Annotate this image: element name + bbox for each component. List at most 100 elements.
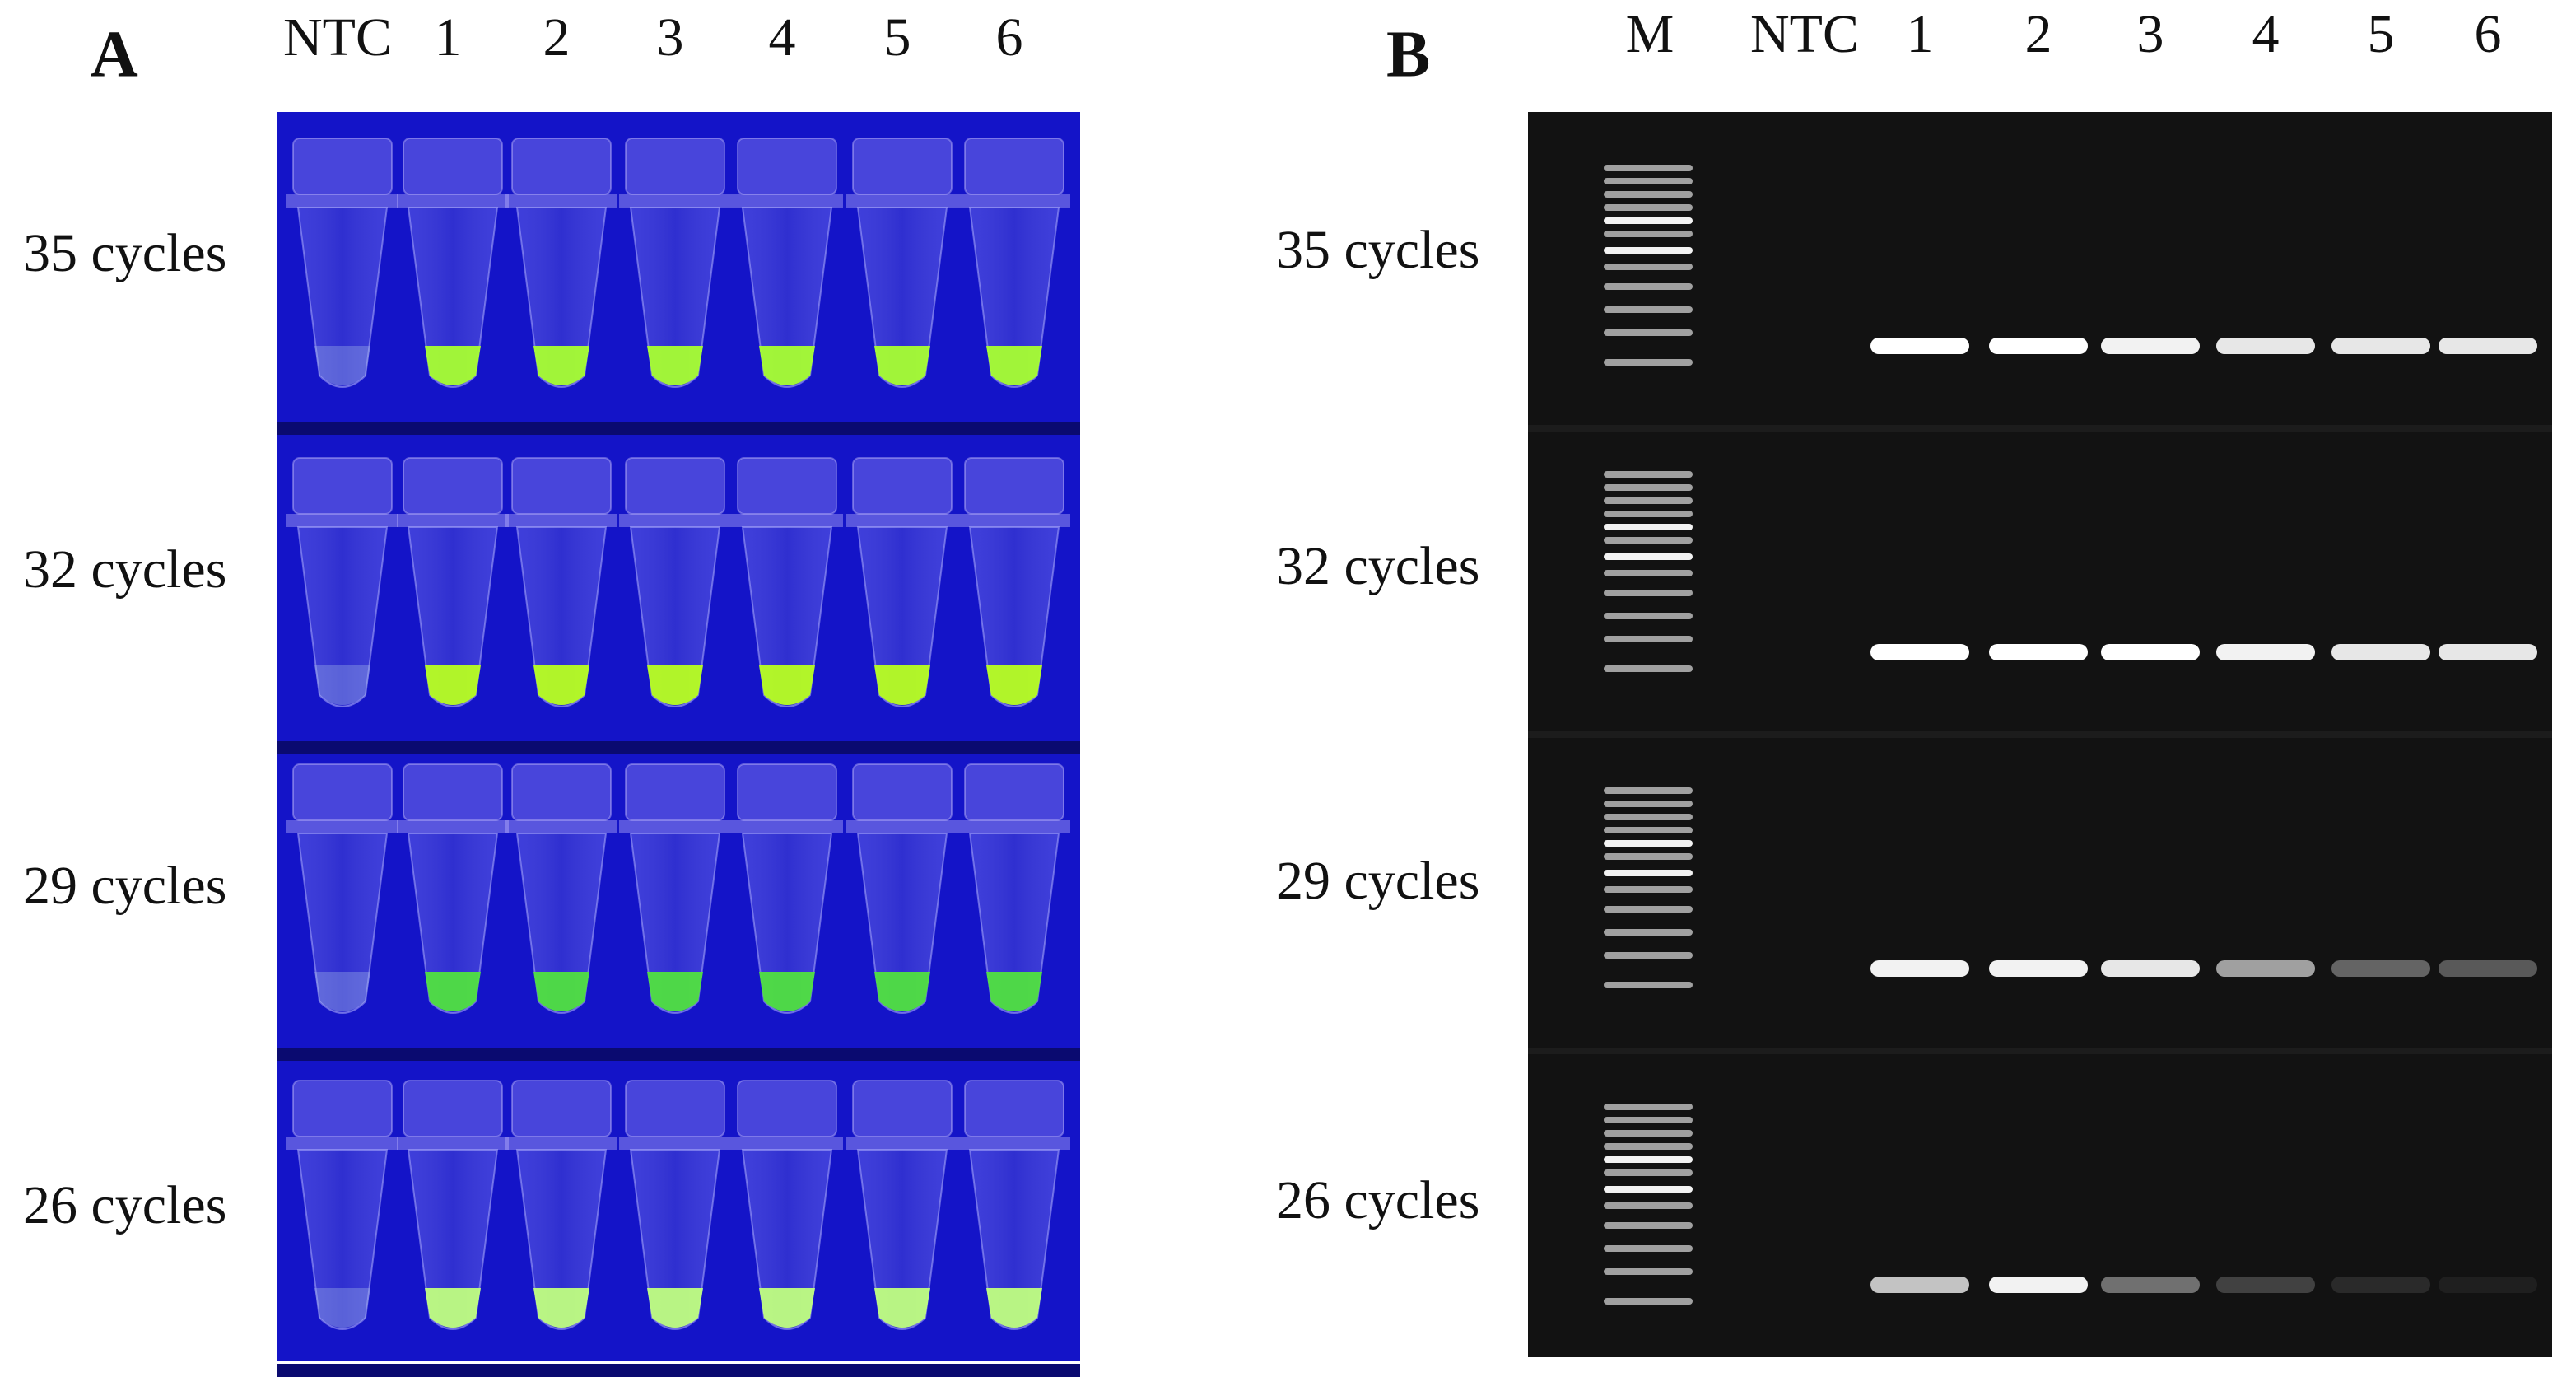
tube-liquid	[533, 346, 589, 385]
ladder-band	[1604, 1202, 1693, 1209]
ladder-band	[1604, 982, 1693, 988]
ladder-band	[1604, 553, 1693, 560]
ladder-band	[1604, 537, 1693, 544]
ladder-band	[1604, 329, 1693, 336]
ladder-band	[1604, 814, 1693, 820]
tube-body	[407, 833, 499, 1014]
tube-rim	[731, 1137, 843, 1150]
tube-body	[296, 1149, 389, 1330]
pcr-band	[2439, 960, 2537, 977]
ladder-band	[1604, 511, 1693, 517]
ladder-band	[1604, 906, 1693, 913]
ladder-band	[1604, 1117, 1693, 1123]
ladder-band	[1604, 801, 1693, 807]
tube-cap	[625, 138, 725, 195]
tube-rim	[397, 820, 509, 833]
ladder-band	[1604, 204, 1693, 211]
column-label: 4	[769, 7, 796, 68]
tube-cap	[852, 457, 953, 515]
tube-rim	[286, 820, 398, 833]
column-label: NTC	[283, 7, 392, 68]
ladder-band	[1604, 497, 1693, 504]
column-label: 1	[1907, 4, 1934, 64]
tube-cap	[403, 457, 503, 515]
tube-rim	[397, 514, 509, 527]
column-label: 1	[435, 7, 462, 68]
ladder-band	[1604, 570, 1693, 576]
tube-body	[629, 207, 721, 388]
tube-body	[296, 833, 389, 1014]
tube-liquid	[874, 665, 930, 705]
ladder-band	[1604, 886, 1693, 893]
tube-rim	[286, 1137, 398, 1150]
ladder-band	[1604, 165, 1693, 171]
tube-cap	[403, 763, 503, 821]
tube-cap	[737, 138, 837, 195]
tube-cap	[625, 763, 725, 821]
tube-liquid	[759, 972, 815, 1011]
tube-liquid	[314, 346, 370, 385]
ladder-band	[1604, 613, 1693, 619]
row-label: 35 cycles	[23, 223, 226, 283]
tube-liquid	[759, 665, 815, 705]
ladder-band	[1604, 484, 1693, 491]
ladder-band	[1604, 1268, 1693, 1275]
tube-cap	[737, 763, 837, 821]
tube-rim	[958, 1137, 1070, 1150]
pcr-band	[1870, 1277, 1969, 1293]
tube-liquid	[647, 665, 703, 705]
tube-body	[856, 526, 948, 707]
tube-body	[629, 833, 721, 1014]
tube-cap	[403, 1080, 503, 1137]
ladder-band	[1604, 359, 1693, 366]
ladder-band	[1604, 178, 1693, 184]
tube-liquid	[533, 972, 589, 1011]
tube-body	[407, 207, 499, 388]
column-label: 3	[2137, 4, 2164, 64]
ladder-band	[1604, 590, 1693, 596]
tube-cap	[292, 763, 393, 821]
pcr-band	[2331, 960, 2430, 977]
tube-cap	[511, 457, 612, 515]
tube-liquid	[533, 665, 589, 705]
column-label: 3	[657, 7, 684, 68]
tube-rim	[846, 1137, 958, 1150]
tube-liquid	[425, 972, 481, 1011]
column-label: 4	[2252, 4, 2280, 64]
ladder-band	[1604, 471, 1693, 478]
tube-cap	[511, 1080, 612, 1137]
tube-liquid	[986, 346, 1042, 385]
tube-rim	[505, 514, 617, 527]
tube-cap	[964, 457, 1064, 515]
tube-cap	[292, 457, 393, 515]
tube-cap	[625, 1080, 725, 1137]
pcr-band	[2216, 338, 2315, 354]
tube-rim	[619, 1137, 731, 1150]
pcr-band	[2439, 1277, 2537, 1293]
tube-cap	[964, 763, 1064, 821]
tube-cap	[737, 457, 837, 515]
tube-body	[515, 207, 608, 388]
tube-body	[515, 526, 608, 707]
tube-rim	[731, 514, 843, 527]
tube-rim	[619, 514, 731, 527]
tube-body	[856, 207, 948, 388]
column-label: M	[1626, 4, 1675, 64]
row-divider	[277, 1048, 1080, 1061]
ladder-band	[1604, 1186, 1693, 1193]
column-label: NTC	[1750, 4, 1859, 64]
tube-body	[856, 1149, 948, 1330]
tube-liquid	[986, 665, 1042, 705]
column-label: 6	[2475, 4, 2502, 64]
ladder-band	[1604, 1143, 1693, 1150]
pcr-band	[2331, 644, 2430, 660]
tube-cap	[403, 138, 503, 195]
pcr-band	[1989, 1277, 2088, 1293]
tube-rim	[505, 194, 617, 208]
tube-rim	[846, 514, 958, 527]
tube-liquid	[759, 346, 815, 385]
ladder-band	[1604, 1169, 1693, 1176]
tube-rim	[397, 194, 509, 208]
